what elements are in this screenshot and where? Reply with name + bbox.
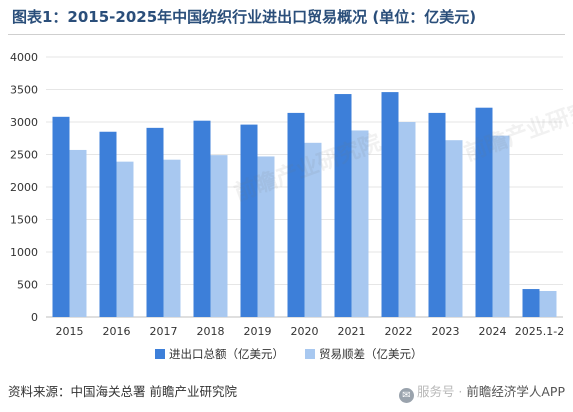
x-tick-label: 2023 [432, 325, 460, 338]
x-tick-label: 2019 [244, 325, 272, 338]
bar-total-trade [193, 120, 211, 317]
bar-trade-surplus [351, 130, 369, 317]
bar-trade-surplus [163, 159, 181, 317]
y-tick-label: 4000 [10, 51, 38, 64]
x-tick-label: 2016 [103, 325, 131, 338]
bar-trade-surplus [398, 122, 416, 317]
bar-trade-surplus [257, 156, 275, 317]
bar-total-trade [240, 124, 258, 317]
bar-total-trade [146, 127, 164, 317]
bar-total-trade [475, 107, 493, 317]
watermark-brand: ✉ 服务号 · 前瞻经济学人APP [398, 381, 565, 403]
chart-title: 图表1：2015-2025年中国纺织行业进出口贸易概况 (单位：亿美元) [12, 8, 477, 26]
bar-total-trade [522, 289, 540, 317]
y-tick-label: 3500 [10, 84, 38, 97]
bar-trade-surplus [210, 155, 228, 317]
source-note: 资料来源：中国海关总署 前瞻产业研究院 [8, 384, 237, 399]
x-tick-label: 2020 [291, 325, 319, 338]
wechat-icon: ✉ [398, 388, 414, 403]
bar-total-trade [52, 116, 70, 317]
y-tick-label: 1500 [10, 214, 38, 227]
bar-total-trade [428, 112, 446, 318]
x-tick-label: 2017 [150, 325, 178, 338]
x-tick-label: 2024 [479, 325, 507, 338]
y-tick-label: 1000 [10, 246, 38, 259]
bar-trade-surplus [116, 161, 134, 317]
bar-trade-surplus [304, 142, 322, 317]
y-tick-label: 500 [17, 279, 38, 292]
bar-chart: 0 500 1000 1500 2000 2500 3000 3500 4000 2015 2016… [10, 51, 564, 361]
x-tick-label: 2021 [338, 325, 366, 338]
legend-label: 贸易顺差（亿美元） [319, 347, 423, 361]
bar-total-trade [334, 94, 352, 317]
bar-trade-surplus [445, 140, 463, 317]
bar-total-trade [381, 92, 399, 317]
x-tick-label: 2018 [197, 325, 225, 338]
y-tick-label: 2500 [10, 149, 38, 162]
legend-swatch [155, 349, 165, 359]
x-tick-label: 2025.1-2 [515, 325, 564, 338]
y-tick-label: 2000 [10, 181, 38, 194]
y-tick-label: 3000 [10, 116, 38, 129]
y-tick-label: 0 [31, 311, 38, 324]
brand-name: 前瞻经济学人APP [466, 384, 565, 399]
bar-trade-surplus [539, 291, 557, 317]
x-tick-label: 2015 [56, 325, 84, 338]
legend-label: 进出口总额（亿美元） [169, 347, 284, 361]
bar-total-trade [287, 112, 305, 318]
bar-total-trade [99, 131, 117, 317]
title-divider [8, 34, 565, 35]
bar-trade-surplus [492, 135, 510, 317]
service-label: 服务号 · [416, 384, 467, 399]
x-tick-label: 2022 [385, 325, 413, 338]
bar-trade-surplus [69, 149, 87, 317]
legend-swatch [305, 349, 315, 359]
